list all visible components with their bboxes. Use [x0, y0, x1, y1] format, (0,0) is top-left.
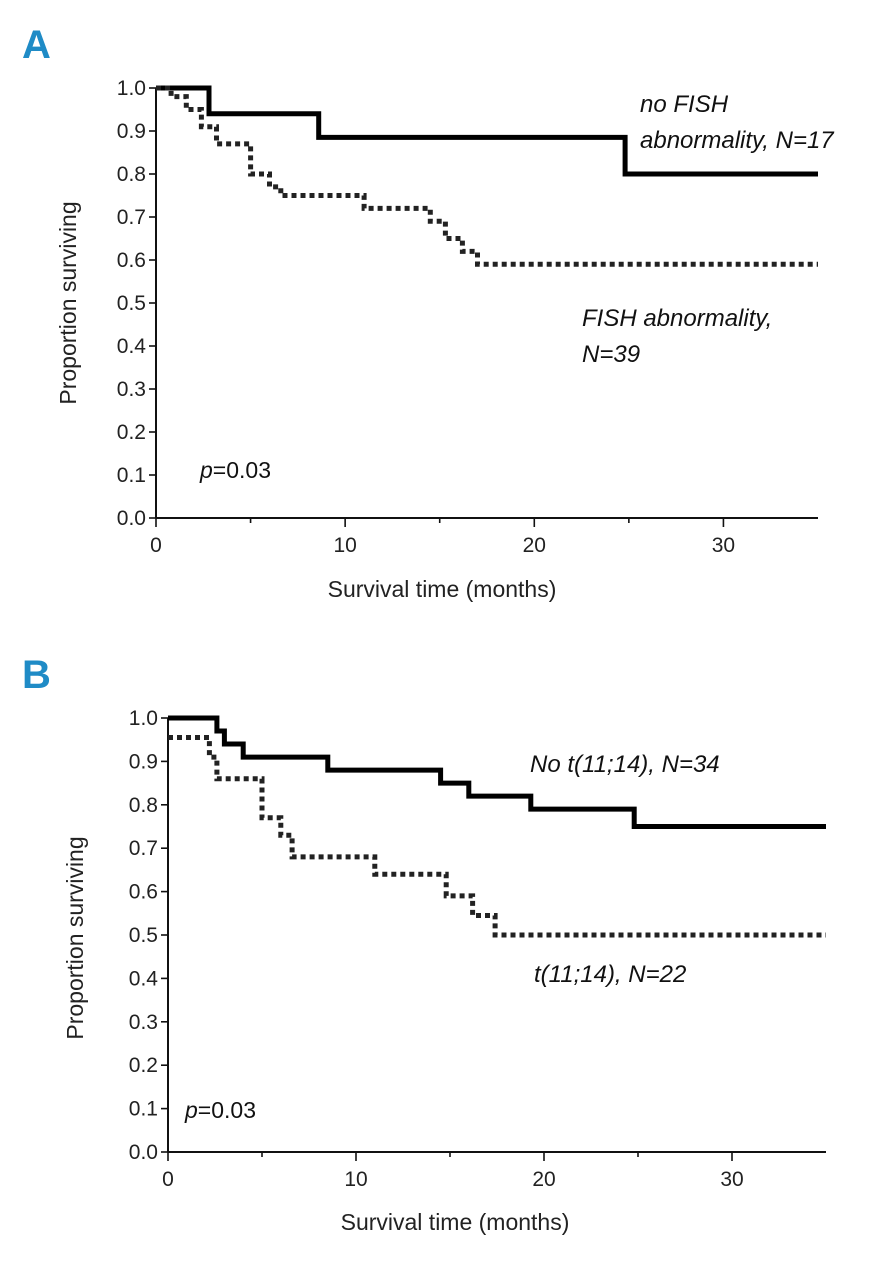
- p-value-b: p=0.03: [184, 1097, 256, 1123]
- p-value-a: p=0.03: [199, 457, 271, 483]
- survival-curve-b-dotted: [168, 735, 826, 938]
- series-label-fish-line-2: N=39: [582, 341, 640, 368]
- y-tick-label-b-2: 0.2: [129, 1054, 158, 1077]
- axis-ticks-b: 0.0 0.1 0.2 0.3 0.4 0.5 0.6 0.7 0.8 0.9 1.0 0 10 20 30: [129, 707, 744, 1191]
- y-tick-label-a-0: 0.0: [117, 507, 146, 530]
- y-axis-title-a: Proportion surviving: [55, 201, 81, 404]
- series-label-no-fish-line-1: no FISH: [640, 91, 729, 118]
- x-tick-label-a-3: 30: [712, 534, 735, 557]
- survival-curve-b-solid: [168, 715, 826, 829]
- x-tick-label-b-2: 20: [532, 1168, 555, 1191]
- y-tick-label-b-5: 0.5: [129, 924, 158, 947]
- series-label-t1114: t(11;14), N=22: [534, 961, 686, 988]
- panel-letter-b: B: [22, 653, 51, 697]
- y-tick-label-a-2: 0.2: [117, 421, 146, 444]
- y-tick-label-b-9: 0.9: [129, 750, 158, 773]
- survival-curve-a-dotted: [156, 85, 818, 267]
- p-number-b: =0.03: [198, 1097, 256, 1123]
- p-symbol-b: p: [184, 1097, 198, 1123]
- y-tick-label-a-3: 0.3: [117, 378, 146, 401]
- y-tick-label-b-4: 0.4: [129, 967, 159, 990]
- survival-curve-a-solid: [156, 85, 818, 177]
- panel-a: A 0.0 0.1 0.2 0.3 0.4 0.5 0.6 0.7 0.8 0.9 1.0 0 10 20…: [22, 23, 835, 602]
- y-tick-label-a-1: 0.1: [117, 464, 146, 487]
- y-tick-label-b-0: 0.0: [129, 1141, 158, 1164]
- y-tick-label-a-6: 0.6: [117, 249, 146, 272]
- y-tick-label-a-10: 1.0: [117, 77, 146, 100]
- y-axis-title-b: Proportion surviving: [62, 836, 88, 1039]
- x-tick-label-b-3: 30: [720, 1168, 743, 1191]
- y-tick-label-b-1: 0.1: [129, 1098, 158, 1121]
- series-label-no-fish-line-2: abnormality, N=17: [640, 127, 835, 154]
- panel-b: B 0.0 0.1 0.2 0.3 0.4 0.5 0.6 0.7 0.8 0.9 1.0 0 10 20…: [22, 653, 826, 1235]
- x-axis-title-a: Survival time (months): [328, 576, 557, 602]
- panel-letter-a: A: [22, 23, 51, 67]
- axis-ticks-a: 0.0 0.1 0.2 0.3 0.4 0.5 0.6 0.7 0.8 0.9 1.0 0 10 20 30: [117, 77, 735, 557]
- y-tick-label-a-4: 0.4: [117, 335, 147, 358]
- p-symbol-a: p: [199, 457, 213, 483]
- p-number-a: =0.03: [213, 457, 271, 483]
- y-tick-label-a-8: 0.8: [117, 163, 146, 186]
- y-tick-label-b-3: 0.3: [129, 1011, 158, 1034]
- x-tick-label-b-1: 10: [344, 1168, 367, 1191]
- y-tick-label-a-7: 0.7: [117, 206, 146, 229]
- y-tick-label-b-7: 0.7: [129, 837, 158, 860]
- x-tick-label-a-1: 10: [333, 534, 356, 557]
- x-tick-label-b-0: 0: [162, 1168, 174, 1191]
- y-tick-label-b-8: 0.8: [129, 794, 158, 817]
- y-tick-label-b-10: 1.0: [129, 707, 158, 730]
- y-tick-label-b-6: 0.6: [129, 881, 158, 904]
- y-tick-label-a-9: 0.9: [117, 120, 146, 143]
- y-tick-label-a-5: 0.5: [117, 292, 146, 315]
- series-label-fish-line-1: FISH abnormality,: [582, 305, 772, 332]
- curves-a: [156, 85, 818, 267]
- x-axis-title-b: Survival time (months): [341, 1209, 570, 1235]
- curves-b: [168, 715, 826, 938]
- x-tick-label-a-0: 0: [150, 534, 162, 557]
- series-label-no-t1114: No t(11;14), N=34: [530, 751, 720, 778]
- x-tick-label-a-2: 20: [523, 534, 546, 557]
